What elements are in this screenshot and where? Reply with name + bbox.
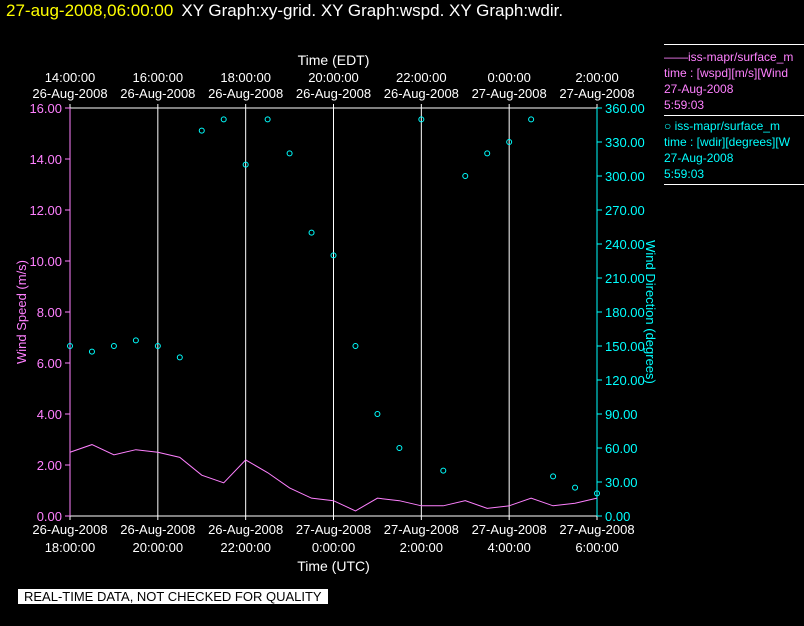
top-tick-date: 27-Aug-2008 xyxy=(472,86,547,101)
wind-direction-point xyxy=(440,467,447,474)
bottom-tick-date: 27-Aug-2008 xyxy=(559,522,634,537)
bottom-tick-date: 26-Aug-2008 xyxy=(208,522,283,537)
header-timestamp: 27-aug-2008,06:00:00 xyxy=(6,1,174,20)
bottom-tick-time: 6:00:00 xyxy=(575,540,618,555)
top-tick-date: 26-Aug-2008 xyxy=(120,86,195,101)
graph-header: 27-aug-2008,06:00:00 XY Graph:xy-grid. XY… xyxy=(6,1,563,21)
left-tick-label: 16.00 xyxy=(29,101,62,116)
right-tick-label: 90.00 xyxy=(605,407,638,422)
top-tick-date: 26-Aug-2008 xyxy=(296,86,371,101)
left-tick-label: 6.00 xyxy=(37,356,62,371)
top-tick-time: 2:00:00 xyxy=(575,70,618,85)
legend-series1-var: time : [wspd][m/s][Wind xyxy=(664,66,789,80)
wind-direction-point xyxy=(110,343,117,349)
left-tick-label: 0.00 xyxy=(37,509,62,524)
top-tick-date: 27-Aug-2008 xyxy=(559,86,634,101)
wind-direction-point xyxy=(528,116,535,123)
legend-series1-date: 27-Aug-2008 xyxy=(664,82,734,96)
bottom-tick-time: 2:00:00 xyxy=(400,540,443,555)
wind-direction-point xyxy=(396,445,403,451)
top-tick-time: 22:00:00 xyxy=(396,70,447,85)
wind-direction-point xyxy=(220,116,227,123)
top-axis-title: Time (EDT) xyxy=(298,52,370,68)
legend-series2-date: 27-Aug-2008 xyxy=(664,151,734,165)
header-title: XY Graph:xy-grid. XY Graph:wspd. XY Grap… xyxy=(181,1,564,20)
top-tick-time: 20:00:00 xyxy=(308,70,359,85)
legend-series2-var: time : [wdir][degrees][W xyxy=(664,135,791,149)
left-axis-title: Wind Speed (m/s) xyxy=(14,260,29,364)
wind-direction-point xyxy=(550,473,557,480)
right-tick-label: 60.00 xyxy=(605,441,638,456)
wind-direction-point xyxy=(308,229,315,236)
wind-direction-point xyxy=(176,354,183,361)
bottom-tick-time: 18:00:00 xyxy=(45,540,96,555)
wind-direction-point xyxy=(198,127,205,134)
left-tick-label: 14.00 xyxy=(29,152,62,167)
top-tick-time: 0:00:00 xyxy=(487,70,530,85)
wind-direction-point xyxy=(462,173,469,179)
bottom-tick-date: 26-Aug-2008 xyxy=(120,522,195,537)
legend-series1-name: iss-mapr/surface_m xyxy=(688,50,794,64)
top-tick-time: 14:00:00 xyxy=(45,70,96,85)
right-tick-label: 210.00 xyxy=(605,271,645,286)
top-tick-date: 26-Aug-2008 xyxy=(32,86,107,101)
quality-disclaimer: REAL-TIME DATA, NOT CHECKED FOR QUALITY xyxy=(18,589,328,604)
wind-direction-point xyxy=(418,116,425,123)
wind-direction-point xyxy=(484,150,491,157)
right-tick-label: 240.00 xyxy=(605,237,645,252)
right-tick-label: 330.00 xyxy=(605,135,645,150)
legend-entry-wspd[interactable]: ——iss-mapr/surface_m time : [wspd][m/s][… xyxy=(664,44,804,113)
bottom-tick-date: 27-Aug-2008 xyxy=(384,522,459,537)
wind-direction-point xyxy=(374,411,381,417)
left-tick-label: 2.00 xyxy=(37,458,62,473)
top-tick-time: 18:00:00 xyxy=(220,70,271,85)
right-tick-label: 300.00 xyxy=(605,169,645,184)
top-tick-time: 16:00:00 xyxy=(133,70,184,85)
top-tick-date: 26-Aug-2008 xyxy=(208,86,283,101)
legend-series1-time: 5:59:03 xyxy=(664,98,705,112)
right-tick-label: 360.00 xyxy=(605,101,645,116)
wind-direction-point xyxy=(330,252,337,259)
legend-series2-time: 5:59:03 xyxy=(664,167,705,181)
bottom-tick-date: 27-Aug-2008 xyxy=(296,522,371,537)
bottom-tick-date: 26-Aug-2008 xyxy=(32,522,107,537)
wind-direction-point xyxy=(264,116,271,123)
wind-direction-point xyxy=(88,348,95,355)
right-tick-label: 150.00 xyxy=(605,339,645,354)
bottom-axis-title: Time (UTC) xyxy=(297,558,370,574)
bottom-tick-date: 27-Aug-2008 xyxy=(472,522,547,537)
circle-marker-icon: ○ xyxy=(664,119,672,133)
wind-direction-point xyxy=(132,337,139,344)
bottom-tick-time: 4:00:00 xyxy=(487,540,530,555)
wind-direction-point xyxy=(286,150,293,157)
wind-direction-point xyxy=(352,343,359,349)
bottom-tick-time: 22:00:00 xyxy=(220,540,271,555)
legend: ——iss-mapr/surface_m time : [wspd][m/s][… xyxy=(664,44,804,185)
left-tick-label: 8.00 xyxy=(37,305,62,320)
legend-entry-wdir[interactable]: ○ iss-mapr/surface_m time : [wdir][degre… xyxy=(664,115,804,185)
left-tick-label: 10.00 xyxy=(29,254,62,269)
top-tick-date: 26-Aug-2008 xyxy=(384,86,459,101)
wind-direction-point xyxy=(572,484,579,491)
left-tick-label: 4.00 xyxy=(37,407,62,422)
legend-series2-name: iss-mapr/surface_m xyxy=(674,119,780,133)
wind-direction-point xyxy=(67,343,73,349)
wind-speed-line xyxy=(69,444,598,512)
left-tick-label: 12.00 xyxy=(29,203,62,218)
wind-direction-point xyxy=(154,343,161,349)
bottom-tick-time: 0:00:00 xyxy=(312,540,355,555)
right-tick-label: 120.00 xyxy=(605,373,645,388)
wind-direction-point xyxy=(242,161,249,168)
wind-direction-point xyxy=(506,139,513,145)
wind-direction-point xyxy=(594,490,600,497)
right-tick-label: 0.00 xyxy=(605,509,630,524)
right-tick-label: 30.00 xyxy=(605,475,638,490)
bottom-tick-time: 20:00:00 xyxy=(133,540,184,555)
right-axis-title: Wind Direction (degrees) xyxy=(643,240,658,384)
right-tick-label: 270.00 xyxy=(605,203,645,218)
right-tick-label: 180.00 xyxy=(605,305,645,320)
